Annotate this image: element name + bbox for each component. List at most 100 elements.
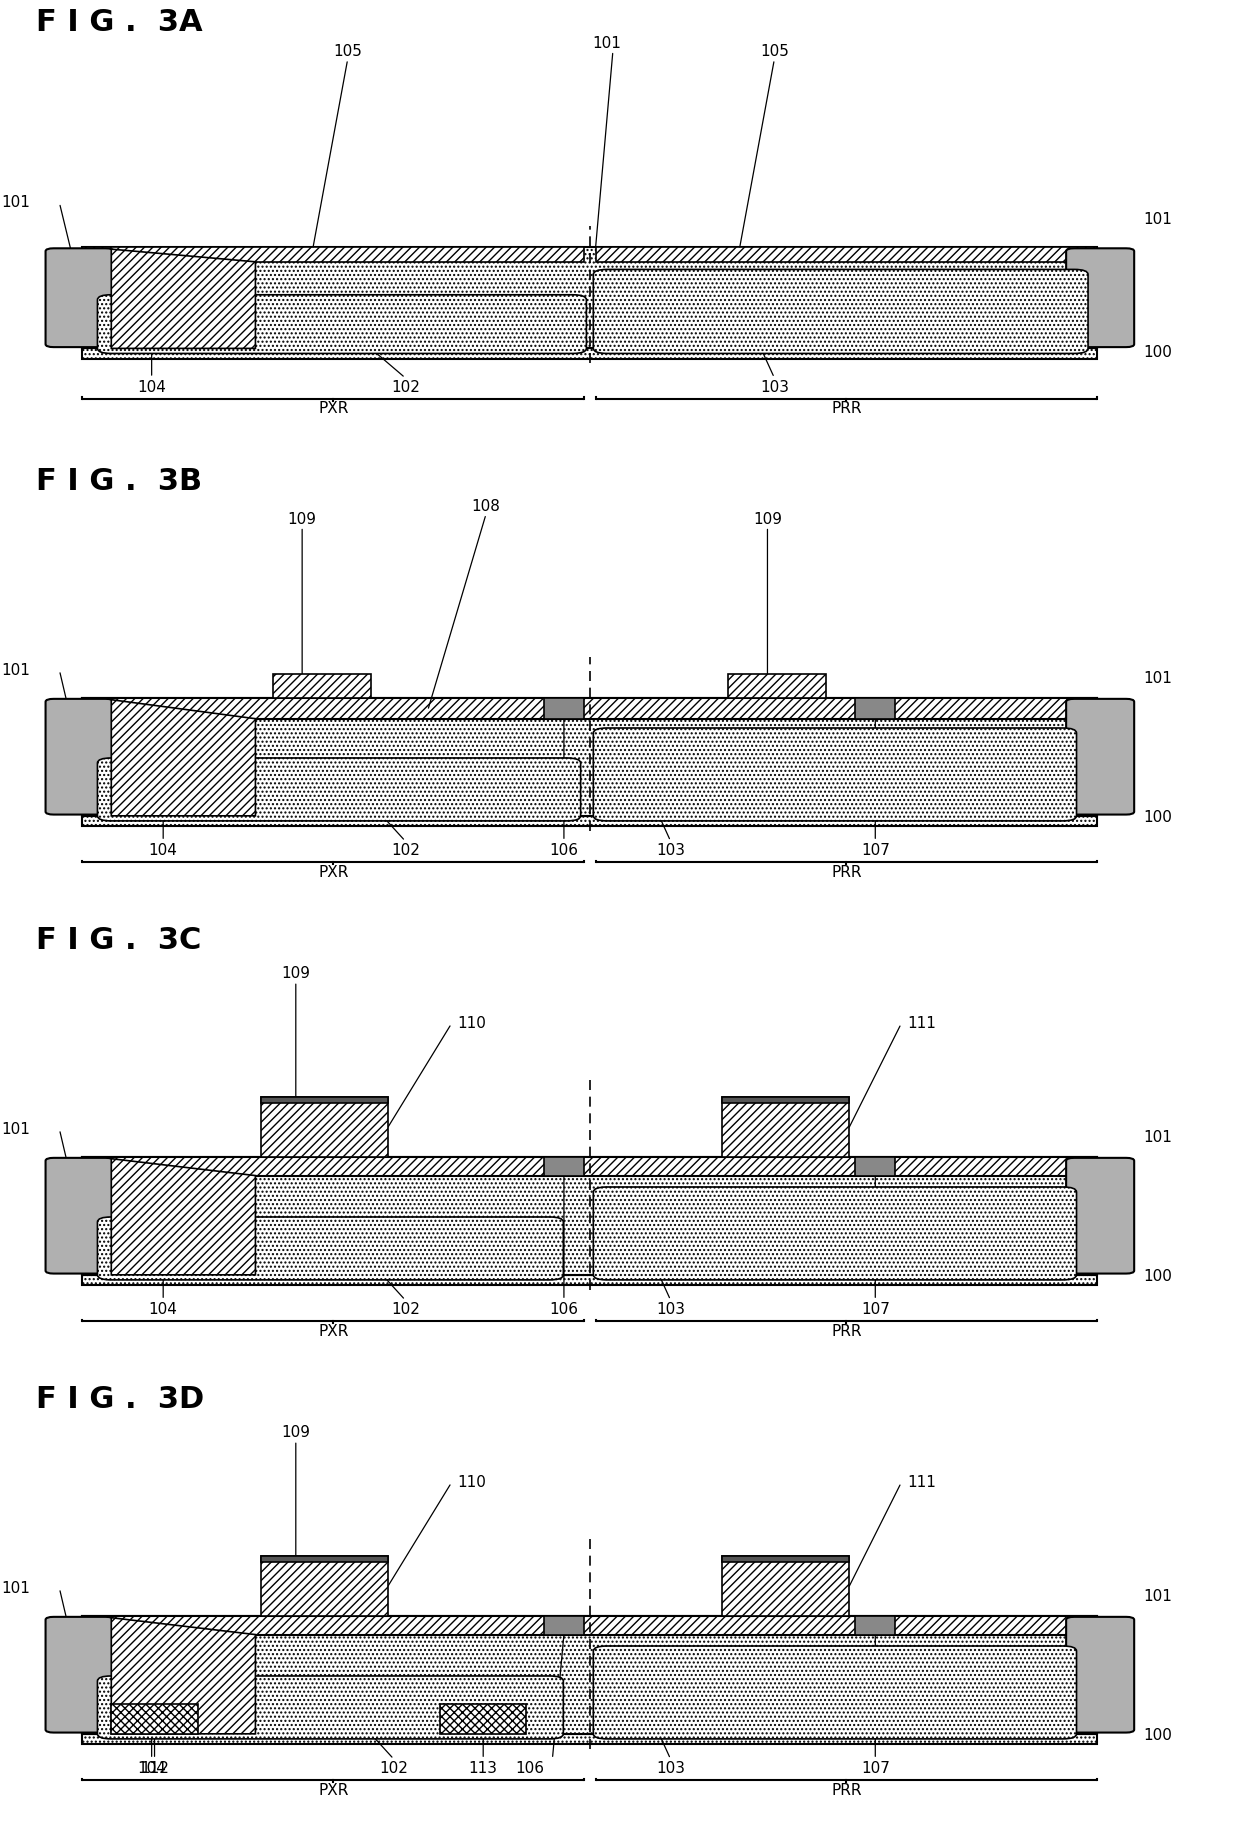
Polygon shape <box>112 700 255 815</box>
Text: PRR: PRR <box>831 1783 862 1797</box>
Bar <box>112 1704 198 1733</box>
Bar <box>856 1157 895 1175</box>
Bar <box>544 698 584 718</box>
Text: 101: 101 <box>1143 213 1172 228</box>
Text: 104: 104 <box>149 1302 177 1316</box>
Text: 106: 106 <box>515 1761 544 1775</box>
Polygon shape <box>112 250 255 349</box>
Text: 106: 106 <box>549 1302 578 1316</box>
Text: 108: 108 <box>471 499 501 514</box>
Text: 104: 104 <box>138 1761 166 1775</box>
Text: F I G .  3A: F I G . 3A <box>36 9 203 37</box>
Text: 105: 105 <box>334 44 362 59</box>
Text: 103: 103 <box>656 1302 684 1316</box>
Polygon shape <box>112 1159 255 1274</box>
Bar <box>262 1557 388 1616</box>
FancyBboxPatch shape <box>98 296 587 354</box>
Text: 107: 107 <box>861 1302 890 1316</box>
Text: 104: 104 <box>138 380 166 395</box>
Text: 110: 110 <box>458 1474 486 1491</box>
FancyBboxPatch shape <box>1066 248 1135 347</box>
Bar <box>82 1616 1097 1634</box>
Text: 109: 109 <box>281 1425 310 1439</box>
Text: 102: 102 <box>391 843 420 857</box>
Bar <box>262 1098 388 1157</box>
Text: 110: 110 <box>458 1015 486 1032</box>
Text: PRR: PRR <box>831 865 862 879</box>
Text: 103: 103 <box>760 380 789 395</box>
Text: 101: 101 <box>1 195 31 209</box>
Bar <box>82 815 1097 826</box>
Bar <box>273 674 371 698</box>
FancyBboxPatch shape <box>98 758 580 821</box>
Text: 103: 103 <box>656 1761 684 1775</box>
Text: 106: 106 <box>549 843 578 857</box>
Text: 107: 107 <box>861 843 890 857</box>
Text: 109: 109 <box>281 966 310 980</box>
Bar <box>82 1274 1097 1285</box>
Text: 101: 101 <box>1 1122 31 1136</box>
Text: 101: 101 <box>1143 1590 1172 1605</box>
Bar <box>262 1098 388 1103</box>
Text: 101: 101 <box>593 35 621 51</box>
Text: PXR: PXR <box>319 402 348 417</box>
Bar <box>82 248 584 263</box>
Text: 111: 111 <box>906 1474 936 1491</box>
Bar <box>723 1098 849 1103</box>
Text: 102: 102 <box>391 1302 420 1316</box>
Text: 100: 100 <box>1143 1728 1172 1744</box>
Bar <box>544 1157 584 1175</box>
Text: PXR: PXR <box>319 1324 348 1338</box>
Text: PRR: PRR <box>831 402 862 417</box>
Bar <box>82 1157 1097 1274</box>
Text: F I G .  3D: F I G . 3D <box>36 1386 205 1414</box>
Text: PRR: PRR <box>831 1324 862 1338</box>
Text: 100: 100 <box>1143 345 1172 360</box>
FancyBboxPatch shape <box>1066 700 1135 815</box>
Text: 113: 113 <box>469 1761 497 1775</box>
Text: 111: 111 <box>906 1015 936 1032</box>
Text: F I G .  3C: F I G . 3C <box>36 927 202 955</box>
FancyBboxPatch shape <box>46 248 114 347</box>
Text: 101: 101 <box>1143 1131 1172 1146</box>
Text: 101: 101 <box>1 663 31 677</box>
Text: 112: 112 <box>140 1761 169 1775</box>
Bar <box>728 674 826 698</box>
Text: 104: 104 <box>149 843 177 857</box>
Bar <box>82 1616 1097 1733</box>
Bar <box>82 248 1097 349</box>
Bar <box>856 698 895 718</box>
Bar <box>82 698 1097 718</box>
Text: 105: 105 <box>760 44 789 59</box>
FancyBboxPatch shape <box>46 1159 114 1274</box>
Bar <box>723 1098 849 1157</box>
Bar <box>82 349 1097 358</box>
Text: F I G .  3B: F I G . 3B <box>36 468 202 496</box>
Text: 100: 100 <box>1143 1269 1172 1285</box>
FancyBboxPatch shape <box>593 729 1076 821</box>
Bar <box>723 1557 849 1616</box>
Bar <box>544 1616 584 1634</box>
Bar <box>82 698 1097 815</box>
Text: 102: 102 <box>391 380 420 395</box>
FancyBboxPatch shape <box>1066 1618 1135 1733</box>
Text: 109: 109 <box>288 512 316 527</box>
FancyBboxPatch shape <box>98 1217 563 1280</box>
Polygon shape <box>112 1618 255 1733</box>
Text: 102: 102 <box>379 1761 408 1775</box>
Text: PXR: PXR <box>319 1783 348 1797</box>
Text: PXR: PXR <box>319 865 348 879</box>
Bar <box>82 1733 1097 1744</box>
Text: 103: 103 <box>656 843 684 857</box>
Bar <box>262 1557 388 1562</box>
FancyBboxPatch shape <box>593 270 1087 354</box>
Bar <box>440 1704 527 1733</box>
Bar <box>595 248 1097 263</box>
FancyBboxPatch shape <box>1066 1159 1135 1274</box>
Bar <box>723 1557 849 1562</box>
Text: 109: 109 <box>753 512 782 527</box>
Text: 101: 101 <box>1143 672 1172 687</box>
FancyBboxPatch shape <box>593 1647 1076 1739</box>
FancyBboxPatch shape <box>98 1676 563 1739</box>
FancyBboxPatch shape <box>593 1188 1076 1280</box>
